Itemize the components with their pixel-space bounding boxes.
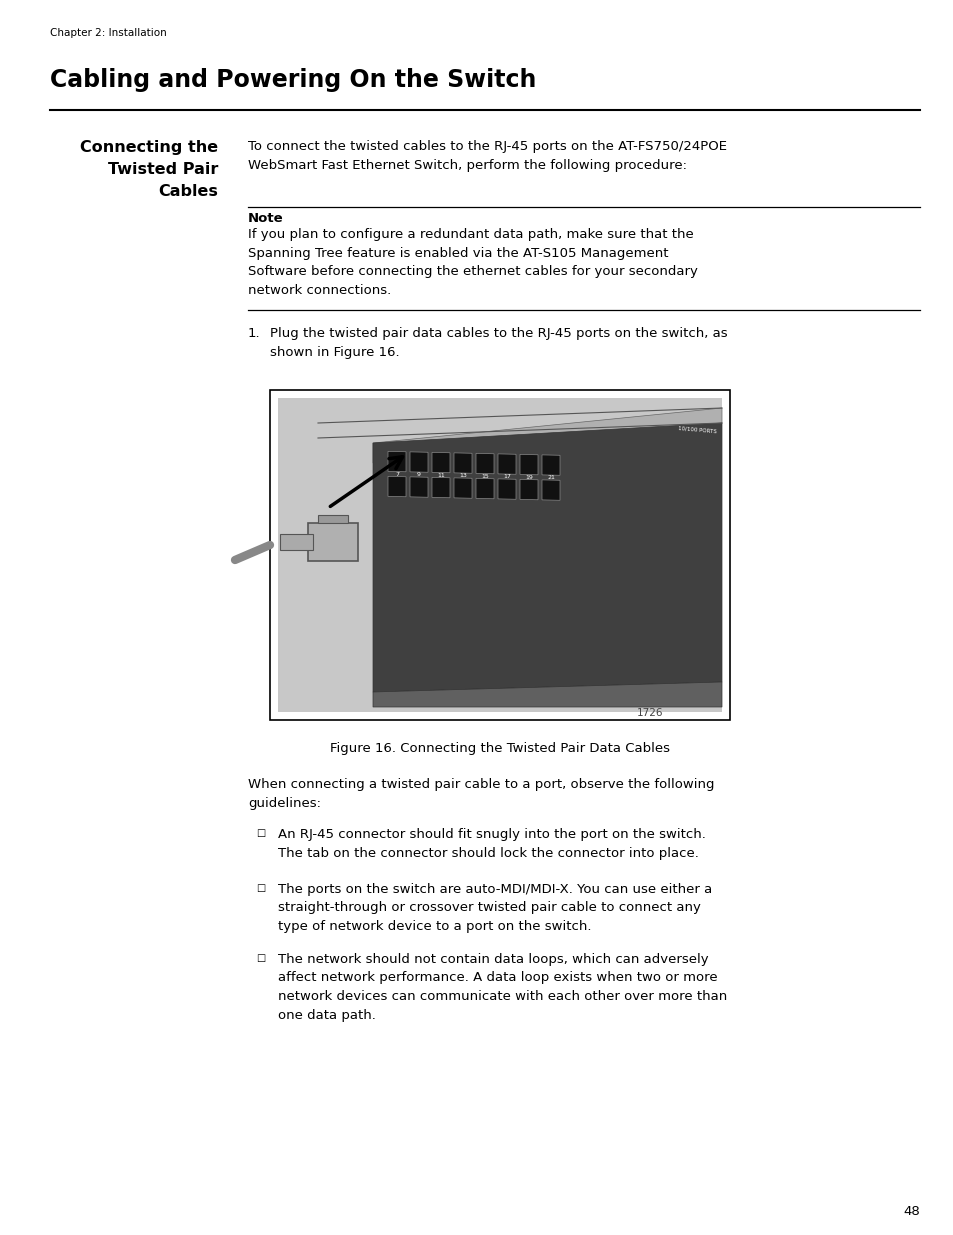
FancyBboxPatch shape [280, 534, 313, 550]
Text: 9: 9 [416, 472, 420, 477]
Text: 13: 13 [458, 473, 466, 478]
Polygon shape [541, 480, 559, 500]
Polygon shape [541, 454, 559, 475]
Polygon shape [497, 454, 516, 474]
Text: □: □ [255, 953, 265, 963]
Text: 17: 17 [502, 474, 511, 479]
Text: 1.: 1. [248, 327, 260, 340]
Polygon shape [519, 479, 537, 500]
Text: Connecting the
Twisted Pair
Cables: Connecting the Twisted Pair Cables [80, 140, 218, 199]
Text: 1726: 1726 [636, 708, 662, 718]
Text: To connect the twisted cables to the RJ-45 ports on the AT-FS750/24POE
WebSmart : To connect the twisted cables to the RJ-… [248, 140, 726, 172]
Polygon shape [454, 453, 472, 473]
Text: If you plan to configure a redundant data path, make sure that the
Spanning Tree: If you plan to configure a redundant dat… [248, 228, 698, 296]
Text: 19: 19 [524, 474, 533, 479]
Text: □: □ [255, 827, 265, 839]
Text: Cabling and Powering On the Switch: Cabling and Powering On the Switch [50, 68, 536, 91]
Polygon shape [388, 451, 406, 472]
Text: Plug the twisted pair data cables to the RJ-45 ports on the switch, as
shown in : Plug the twisted pair data cables to the… [270, 327, 727, 358]
Text: When connecting a twisted pair cable to a port, observe the following
guidelines: When connecting a twisted pair cable to … [248, 778, 714, 809]
FancyBboxPatch shape [317, 515, 348, 522]
Polygon shape [432, 452, 450, 473]
Polygon shape [410, 452, 428, 472]
Text: 21: 21 [546, 475, 555, 480]
Text: Chapter 2: Installation: Chapter 2: Installation [50, 28, 167, 38]
Polygon shape [373, 424, 721, 692]
Text: Note: Note [248, 212, 283, 225]
FancyBboxPatch shape [277, 398, 721, 713]
Text: 11: 11 [436, 473, 444, 478]
FancyBboxPatch shape [270, 390, 729, 720]
Polygon shape [476, 453, 494, 474]
Polygon shape [373, 408, 721, 463]
Text: An RJ-45 connector should fit snugly into the port on the switch.
The tab on the: An RJ-45 connector should fit snugly int… [277, 827, 705, 860]
Polygon shape [497, 479, 516, 499]
Text: The ports on the switch are auto-MDI/MDI-X. You can use either a
straight-throug: The ports on the switch are auto-MDI/MDI… [277, 883, 712, 932]
Polygon shape [432, 478, 450, 498]
Text: Figure 16. Connecting the Twisted Pair Data Cables: Figure 16. Connecting the Twisted Pair D… [330, 742, 669, 755]
Polygon shape [476, 478, 494, 499]
Polygon shape [410, 477, 428, 498]
Text: The network should not contain data loops, which can adversely
affect network pe: The network should not contain data loop… [277, 953, 726, 1021]
Text: 7: 7 [395, 472, 398, 477]
Polygon shape [454, 478, 472, 498]
Text: 15: 15 [480, 473, 488, 479]
Polygon shape [519, 454, 537, 474]
Polygon shape [373, 682, 721, 706]
Polygon shape [388, 477, 406, 496]
Text: □: □ [255, 883, 265, 893]
Text: 10/100 PORTS: 10/100 PORTS [678, 426, 717, 435]
FancyBboxPatch shape [308, 522, 357, 561]
Text: 48: 48 [902, 1205, 919, 1218]
